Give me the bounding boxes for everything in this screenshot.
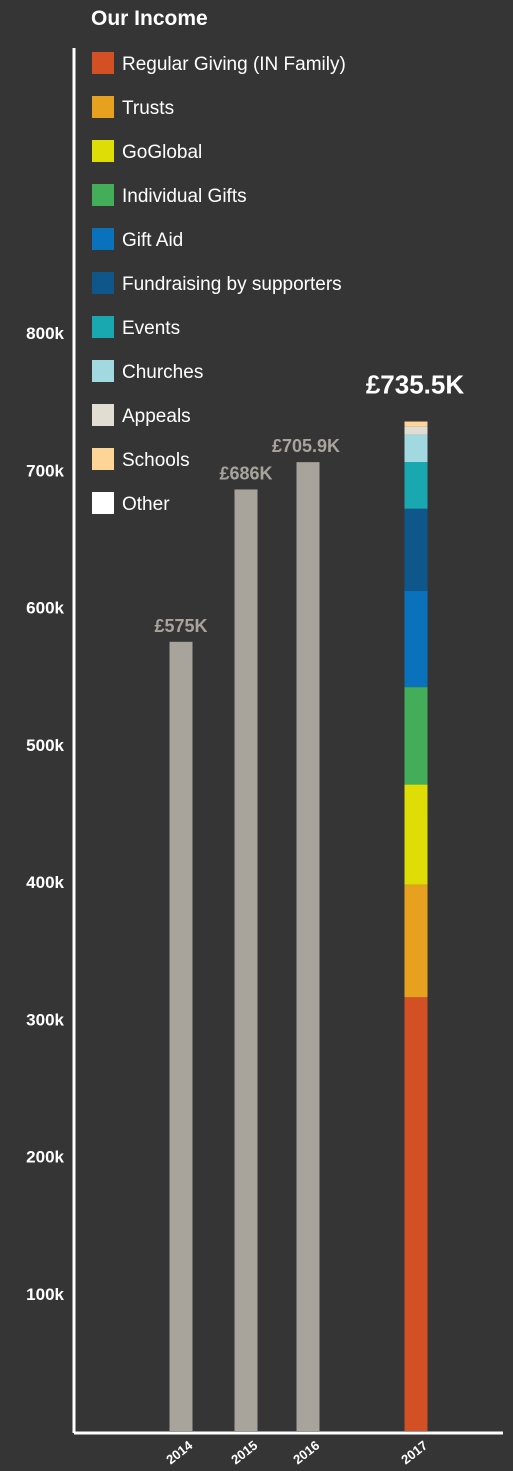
stacked-segment-7 bbox=[404, 434, 428, 463]
legend-swatch bbox=[92, 184, 114, 206]
legend-swatch bbox=[92, 316, 114, 338]
legend-label: Trusts bbox=[122, 98, 174, 119]
legend-label: Churches bbox=[122, 362, 203, 383]
y-tick-label: 300k bbox=[26, 1010, 64, 1029]
legend-label: Other bbox=[122, 494, 170, 515]
legend-swatch bbox=[92, 272, 114, 294]
stacked-segment-1 bbox=[404, 884, 428, 998]
legend-swatch bbox=[92, 492, 114, 514]
stacked-segment-6 bbox=[404, 462, 428, 509]
x-tick-label-2015: 2015 bbox=[228, 1438, 260, 1468]
legend-swatch bbox=[92, 52, 114, 74]
bar-value-label-2014: £575K bbox=[154, 616, 207, 636]
legend-label: Schools bbox=[122, 450, 190, 471]
stacked-segment-8 bbox=[404, 426, 428, 435]
x-tick-label-2014: 2014 bbox=[163, 1437, 196, 1467]
legend-swatch bbox=[92, 140, 114, 162]
x-tick-labels: 2014 2015 2016 2017 bbox=[163, 1437, 430, 1467]
bar-value-labels: £575K £686K£705.9K £735.5K bbox=[154, 370, 464, 636]
stacked-segment-9 bbox=[404, 421, 428, 427]
legend-swatch bbox=[92, 360, 114, 382]
y-tick-label: 200k bbox=[26, 1148, 64, 1167]
stacked-segment-0 bbox=[404, 997, 428, 1431]
legend-swatch bbox=[92, 228, 114, 250]
y-tick-label: 800k bbox=[26, 324, 64, 343]
stacked-segment-4 bbox=[404, 591, 428, 688]
legend-label: Individual Gifts bbox=[122, 186, 247, 207]
y-tick-label: 100k bbox=[26, 1285, 64, 1304]
legend: Regular Giving (IN Family) Trusts GoGlobal… bbox=[92, 52, 346, 515]
x-tick-label-2016: 2016 bbox=[290, 1438, 322, 1468]
y-tick-label: 700k bbox=[26, 461, 64, 480]
y-tick-label: 400k bbox=[26, 873, 64, 892]
legend-label: Appeals bbox=[122, 406, 191, 427]
stacked-segment-5 bbox=[404, 508, 428, 592]
stacked-segment-2 bbox=[404, 784, 428, 885]
legend-label: Fundraising by supporters bbox=[122, 274, 342, 295]
bar-value-label-2017: £735.5K bbox=[366, 370, 465, 400]
legend-swatch bbox=[92, 448, 114, 470]
y-tick-labels: 100k 200k 300k 400k 500k 600k 700k 800k bbox=[26, 324, 64, 1304]
x-tick-label-2017: 2017 bbox=[398, 1438, 430, 1468]
legend-swatch bbox=[92, 96, 114, 118]
y-tick-label: 500k bbox=[26, 736, 64, 755]
y-tick-label: 600k bbox=[26, 599, 64, 618]
legend-swatch bbox=[92, 404, 114, 426]
bar-2015 bbox=[234, 489, 258, 1432]
bar-2016 bbox=[296, 462, 320, 1432]
stacked-segment-3 bbox=[404, 687, 428, 785]
legend-label: GoGlobal bbox=[122, 142, 202, 163]
bar-value-label-2016: £705.9K bbox=[272, 436, 340, 456]
legend-label: Regular Giving (IN Family) bbox=[122, 54, 346, 75]
bars bbox=[169, 421, 428, 1432]
legend-label: Gift Aid bbox=[122, 230, 183, 251]
chart-title: Our Income bbox=[91, 7, 208, 30]
bar-2014 bbox=[169, 641, 193, 1431]
legend-label: Events bbox=[122, 318, 180, 339]
bar-value-label-2015: £686K bbox=[219, 463, 272, 483]
